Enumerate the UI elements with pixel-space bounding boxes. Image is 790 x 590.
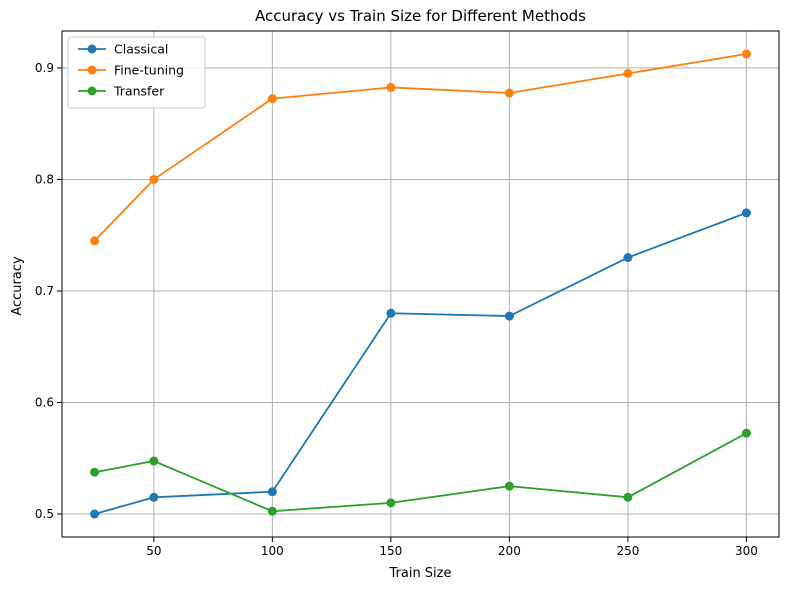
x-tick-label: 100 (261, 544, 284, 558)
data-point-classical (504, 311, 514, 321)
legend-label: Transfer (113, 84, 165, 99)
y-tick-label: 0.8 (35, 172, 54, 186)
data-point-classical (386, 308, 396, 318)
y-tick-label: 0.6 (35, 395, 54, 409)
data-point-classical (267, 487, 277, 497)
series-line-classical (94, 212, 747, 515)
legend-item-classical: Classical (78, 42, 168, 57)
data-point-transfer (623, 492, 633, 502)
legend-item-transfer: Transfer (78, 84, 165, 99)
data-point-transfer (149, 456, 159, 466)
y-axis: 0.5 0.6 0.7 0.8 0.9 (35, 61, 62, 521)
y-tick-label: 0.5 (35, 507, 54, 521)
data-point-classical (623, 253, 633, 263)
x-tick-label: 50 (146, 544, 161, 558)
data-point-fine-tuning (90, 236, 100, 246)
plot-frame (61, 30, 780, 538)
x-tick-label: 300 (735, 544, 758, 558)
data-point-transfer (90, 467, 100, 477)
data-point-classical (741, 208, 751, 218)
legend-marker (87, 65, 97, 75)
series-classical (90, 208, 751, 519)
y-axis-label: Accuracy (10, 256, 25, 316)
x-tick-label: 150 (379, 544, 402, 558)
data-point-fine-tuning (741, 49, 751, 59)
y-tick-label: 0.9 (35, 61, 54, 75)
data-point-fine-tuning (149, 174, 159, 184)
series-fine-tuning (90, 49, 751, 246)
x-tick-label: 200 (498, 544, 521, 558)
data-point-fine-tuning (504, 88, 514, 98)
data-point-fine-tuning (623, 68, 633, 78)
series-layer (90, 49, 751, 519)
series-transfer (90, 428, 751, 516)
legend-marker (87, 44, 97, 54)
legend-label: Fine-tuning (114, 63, 184, 78)
data-point-transfer (386, 498, 396, 508)
legend-item-fine-tuning: Fine-tuning (78, 63, 184, 78)
chart-title: Accuracy vs Train Size for Different Met… (255, 7, 586, 25)
x-tick-label: 250 (616, 544, 639, 558)
x-axis-label: Train Size (388, 566, 451, 581)
legend: Classical Fine-tuning Transfer (67, 36, 206, 109)
y-tick-label: 0.7 (35, 284, 54, 298)
data-point-fine-tuning (267, 94, 277, 104)
data-point-transfer (267, 506, 277, 516)
data-point-transfer (504, 481, 514, 491)
series-line-transfer (94, 432, 747, 513)
data-point-classical (149, 492, 159, 502)
data-point-classical (90, 509, 100, 519)
data-point-fine-tuning (386, 82, 396, 92)
data-point-transfer (741, 428, 751, 438)
legend-label: Classical (114, 42, 168, 57)
x-axis: 50 100 150 200 250 300 (146, 537, 758, 558)
legend-marker (87, 86, 97, 96)
